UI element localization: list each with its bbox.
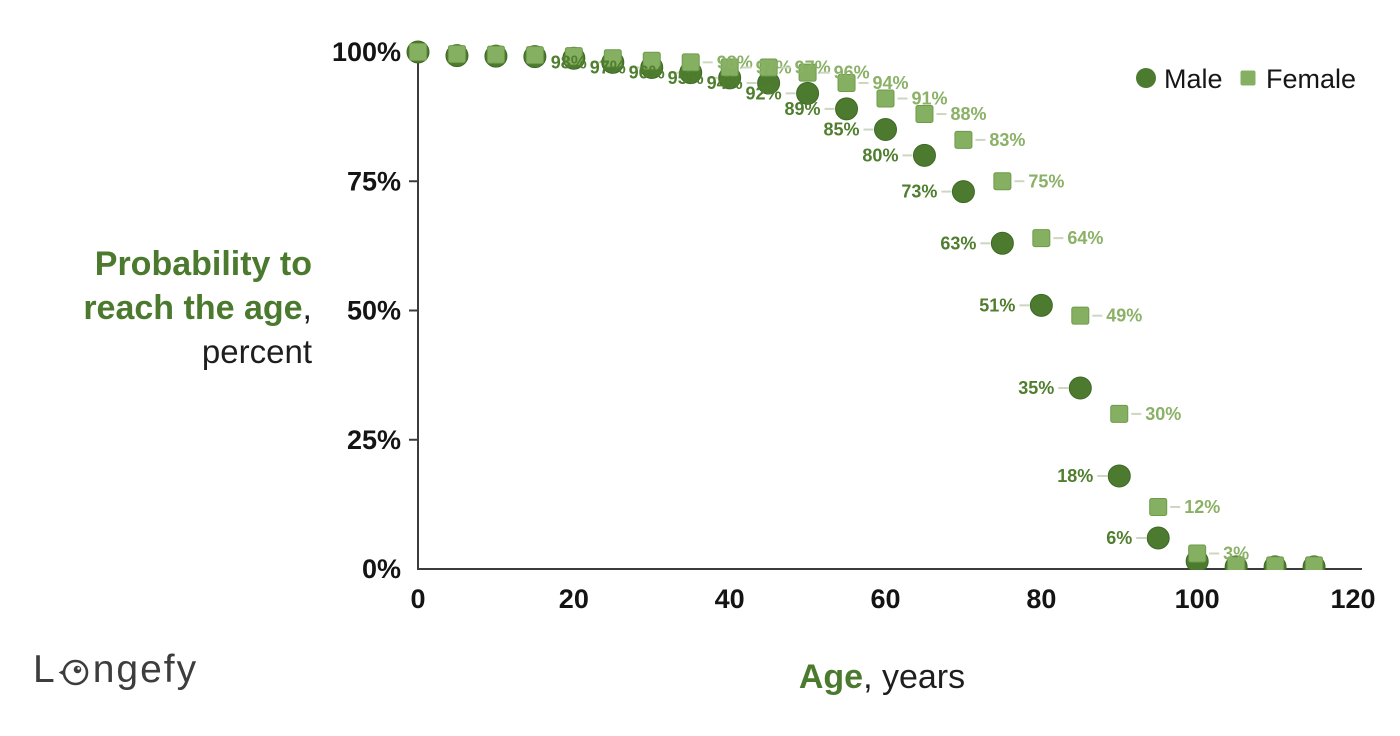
logo-text-prefix: L	[33, 648, 57, 691]
logo-text-suffix: ngefy	[92, 648, 199, 691]
male-point-label: 18%	[1057, 466, 1093, 486]
female-point	[1032, 229, 1051, 248]
male-point	[1068, 376, 1092, 400]
x-tick-label: 40	[715, 584, 745, 614]
y-tick-label: 0%	[362, 554, 401, 584]
legend-female-label: Female	[1266, 64, 1356, 94]
legend-male-label: Male	[1164, 64, 1223, 94]
x-tick-label: 20	[559, 584, 589, 614]
y-tick-label: 50%	[347, 296, 401, 326]
female-point-label: 3%	[1223, 543, 1249, 563]
female-point	[1227, 556, 1246, 570]
female-point-label: 64%	[1067, 228, 1103, 248]
male-point	[874, 118, 898, 142]
male-point-label: 94%	[707, 73, 743, 93]
female-point	[915, 105, 934, 124]
male-point	[951, 180, 975, 204]
logo-bird-icon	[58, 659, 89, 686]
male-point	[835, 97, 859, 121]
y-axis-title-units: percent	[201, 333, 312, 370]
male-point-label: 95%	[668, 68, 704, 88]
female-point	[447, 45, 466, 64]
male-point-label: 63%	[940, 233, 976, 253]
female-point-label: 97%	[756, 58, 792, 78]
female-point-label: 94%	[873, 73, 909, 93]
y-axis-title-line2: reach the age,	[83, 289, 312, 327]
male-point-label: 80%	[862, 145, 898, 165]
female-point	[1110, 404, 1129, 423]
male-point	[1146, 526, 1170, 550]
male-point	[1029, 293, 1053, 317]
female-point-label: 30%	[1145, 404, 1181, 424]
female-point	[798, 63, 817, 82]
female-point-label: 88%	[950, 104, 986, 124]
female-point-label: 12%	[1184, 497, 1220, 517]
female-point	[1266, 556, 1285, 570]
female-point	[759, 58, 778, 77]
male-point-label: 96%	[629, 63, 665, 83]
male-point	[990, 231, 1014, 255]
x-tick-label: 120	[1330, 584, 1375, 614]
x-axis-title: Age, years	[798, 658, 966, 696]
female-point-label: 97%	[795, 58, 831, 78]
y-axis-title: Probability to reach the age, percent	[0, 242, 312, 374]
female-point	[954, 130, 973, 149]
female-point	[1071, 306, 1090, 325]
y-tick-label: 100%	[332, 37, 401, 67]
male-point-label: 97%	[590, 58, 626, 78]
female-point-label: 98%	[717, 52, 753, 72]
female-point	[681, 53, 700, 72]
data-points-group	[406, 40, 1326, 570]
female-point-label: 83%	[989, 130, 1025, 150]
legend-male-marker-icon	[1136, 68, 1156, 88]
female-point	[409, 43, 427, 61]
female-point	[837, 74, 856, 93]
female-point-label: 91%	[912, 89, 948, 109]
legend: Male Female	[1136, 64, 1356, 94]
male-point-label: 73%	[901, 182, 937, 202]
legend-female-marker-icon	[1240, 70, 1256, 86]
x-tick-label: 80	[1026, 584, 1056, 614]
female-point-label: 96%	[834, 63, 870, 83]
female-point	[603, 49, 622, 68]
female-point	[1149, 497, 1168, 516]
female-point	[993, 172, 1012, 191]
female-point	[876, 89, 895, 108]
y-tick-label: 75%	[347, 166, 401, 196]
y-axis-title-line1: Probability to	[94, 245, 312, 283]
male-point	[912, 143, 936, 167]
y-tick-label: 25%	[347, 425, 401, 455]
male-point-label: 89%	[785, 99, 821, 119]
x-tick-label: 60	[870, 584, 900, 614]
female-point	[525, 46, 544, 65]
male-point-label: 92%	[746, 83, 782, 103]
male-point-label: 98%	[551, 52, 587, 72]
female-point-label: 49%	[1106, 306, 1142, 326]
female-point-label: 75%	[1028, 171, 1064, 191]
male-point	[1107, 464, 1131, 488]
male-point-label: 6%	[1106, 528, 1132, 548]
female-point	[642, 51, 661, 70]
female-point	[1305, 556, 1324, 570]
male-point-label: 85%	[823, 120, 859, 140]
female-point	[720, 58, 739, 77]
female-point	[486, 45, 505, 64]
male-point-label: 51%	[979, 295, 1015, 315]
x-tick-label: 0	[410, 584, 425, 614]
male-point	[796, 81, 820, 105]
female-point	[1188, 544, 1207, 563]
x-tick-label: 100	[1175, 584, 1220, 614]
male-point-label: 35%	[1018, 378, 1054, 398]
female-point	[564, 47, 583, 66]
